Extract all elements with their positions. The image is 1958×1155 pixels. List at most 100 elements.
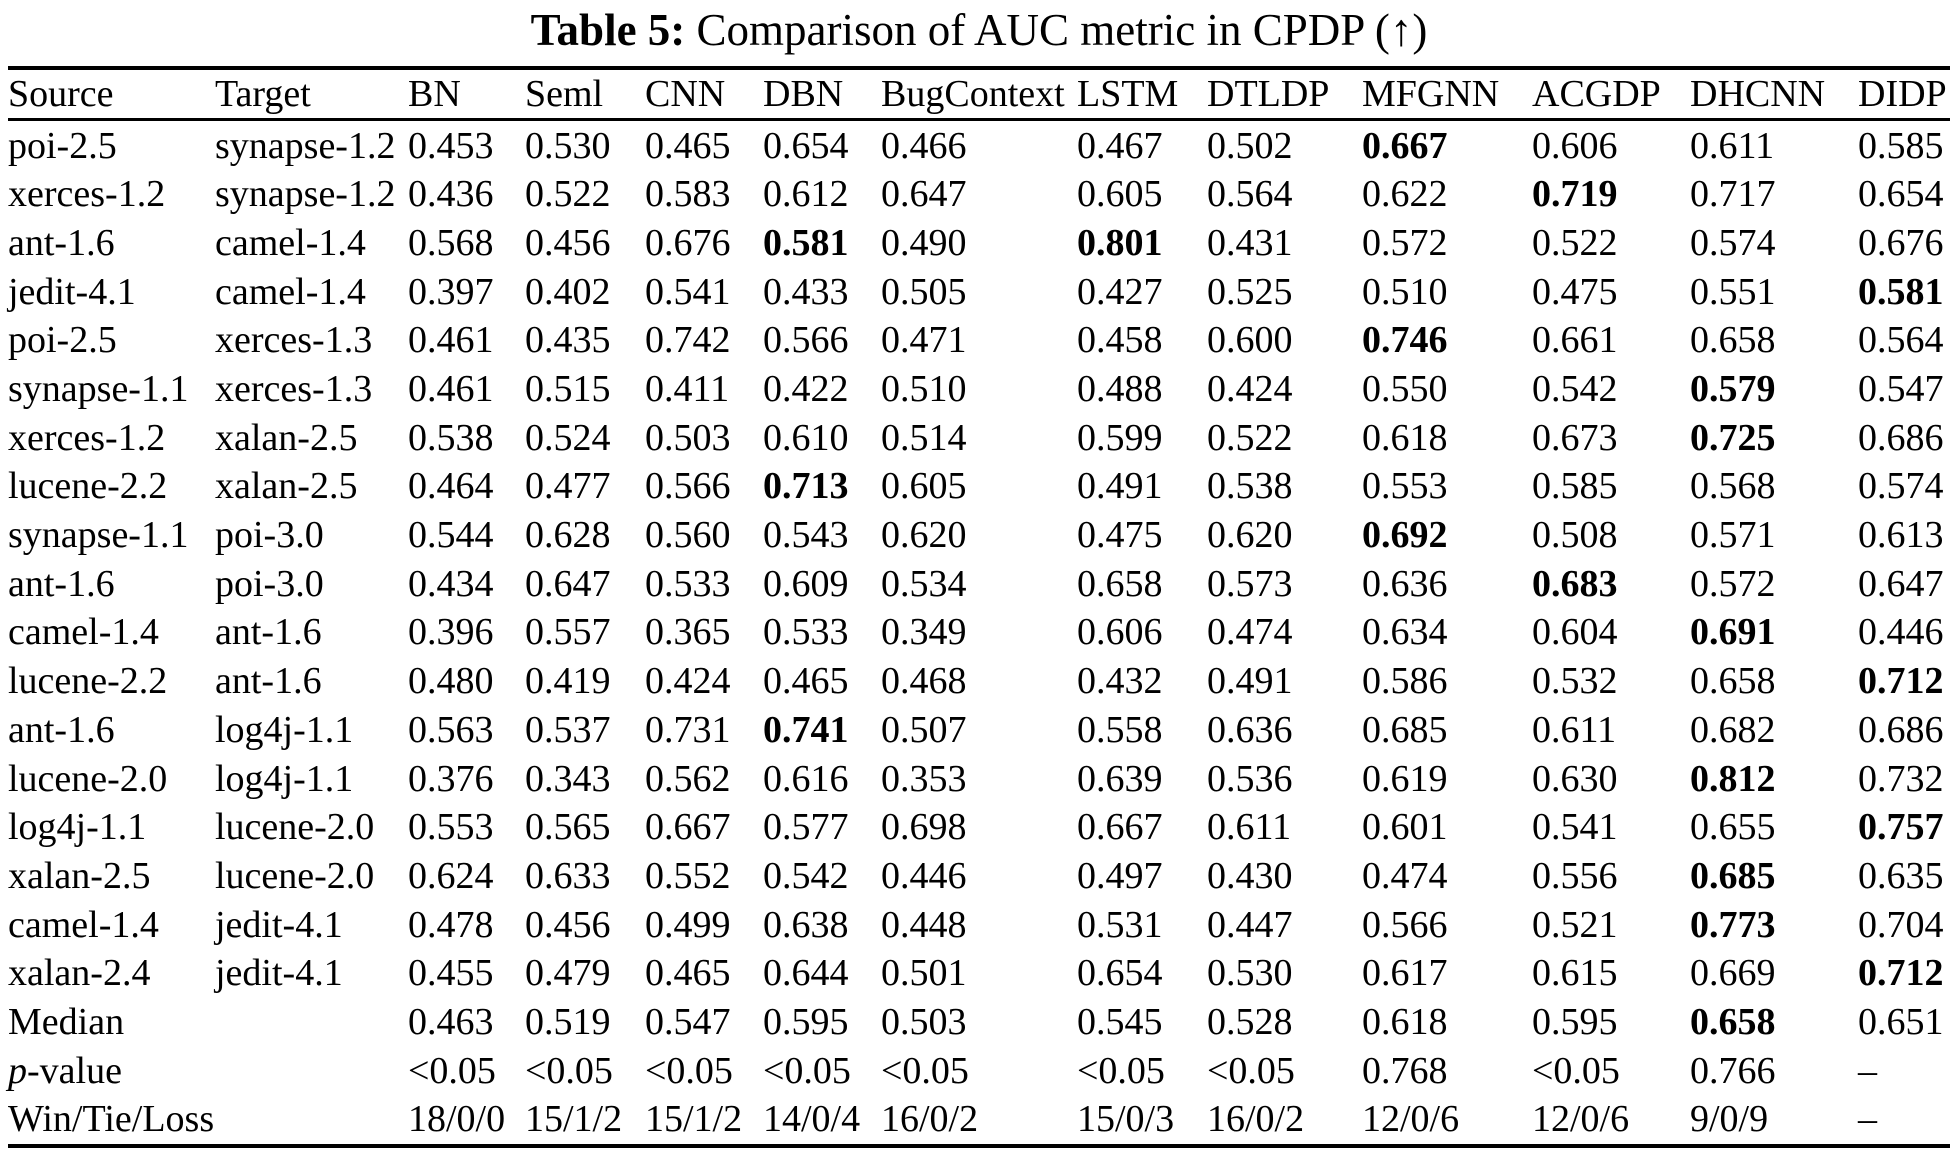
auc-value: 0.725: [1690, 416, 1776, 459]
table-header: Source Target BN Seml CNN DBN BugContext LSTM DT…: [8, 68, 1950, 122]
row-source-label: poi-2.5: [8, 124, 117, 167]
col-header-source: Source: [8, 68, 215, 122]
table-row: ant-1.6 log4j-1.1 0.563 0.537 0.731 0.741 0.50…: [8, 706, 1950, 755]
auc-value: 0.636: [1362, 562, 1448, 605]
row-source-label: Win/Tie/Loss: [8, 1098, 215, 1141]
auc-value: 0.579: [1690, 368, 1776, 411]
auc-value: 9/0/9: [1690, 1098, 1769, 1141]
auc-value: 0.397: [408, 270, 494, 313]
auc-value: 0.801: [1077, 221, 1163, 264]
auc-value: 0.635: [1858, 854, 1944, 897]
auc-value: 0.658: [1077, 562, 1163, 605]
auc-value: 0.685: [1362, 708, 1448, 751]
auc-value: 0.552: [645, 854, 731, 897]
auc-value: 0.773: [1690, 903, 1776, 946]
auc-value: 0.812: [1690, 757, 1776, 800]
auc-value: 0.522: [1207, 416, 1293, 459]
auc-value: 0.531: [1077, 903, 1163, 946]
auc-value: 0.521: [1532, 903, 1618, 946]
auc-value: 0.477: [525, 465, 611, 508]
row-target-label: ant-1.6: [215, 660, 322, 703]
auc-value: 0.562: [645, 757, 731, 800]
table-row: lucene-2.2 ant-1.6 0.480 0.419 0.424 0.465 0.4…: [8, 657, 1950, 706]
auc-value: 0.530: [525, 124, 611, 167]
auc-value: 0.435: [525, 319, 611, 362]
auc-value: 0.458: [1077, 319, 1163, 362]
auc-value: 0.436: [408, 173, 494, 216]
auc-value: 0.667: [1362, 124, 1448, 167]
auc-value: 0.661: [1532, 319, 1618, 362]
row-target-label: xerces-1.3: [215, 319, 373, 362]
auc-value: 0.475: [1077, 514, 1163, 557]
auc-value: 0.491: [1077, 465, 1163, 508]
auc-value: 0.553: [408, 806, 494, 849]
auc-value: 0.422: [763, 368, 849, 411]
auc-value: 0.455: [408, 952, 494, 995]
auc-value: 0.647: [1858, 562, 1944, 605]
table-row: Win/Tie/Loss 18/0/0 15/1/2 15/1/2 14/0/4 16/0…: [8, 1095, 1950, 1146]
auc-value: 0.547: [1858, 368, 1944, 411]
auc-value: 0.620: [1207, 514, 1293, 557]
table-row: poi-2.5 xerces-1.3 0.461 0.435 0.742 0.566 0.4…: [8, 316, 1950, 365]
auc-value: 0.446: [1858, 611, 1944, 654]
auc-value: 0.544: [408, 514, 494, 557]
table-caption-label: Table 5:: [530, 5, 686, 55]
auc-value: 0.396: [408, 611, 494, 654]
auc-value: 0.522: [1532, 221, 1618, 264]
auc-value: 0.704: [1858, 903, 1944, 946]
auc-value: 0.542: [763, 854, 849, 897]
auc-value: 0.474: [1207, 611, 1293, 654]
table-row: xalan-2.4 jedit-4.1 0.455 0.479 0.465 0.644 0.…: [8, 949, 1950, 998]
auc-value: 0.431: [1207, 221, 1293, 264]
auc-value: 0.557: [525, 611, 611, 654]
auc-value: 0.606: [1532, 124, 1618, 167]
auc-value: <0.05: [645, 1049, 733, 1092]
auc-value: 0.538: [1207, 465, 1293, 508]
auc-value: 0.365: [645, 611, 731, 654]
auc-value: 0.586: [1362, 660, 1448, 703]
auc-value: 14/0/4: [763, 1098, 861, 1141]
auc-value: 0.644: [763, 952, 849, 995]
auc-value: 0.766: [1690, 1049, 1776, 1092]
auc-value: 0.463: [408, 1000, 494, 1043]
auc-value: 0.497: [1077, 854, 1163, 897]
auc-value: 0.545: [1077, 1000, 1163, 1043]
auc-value: 0.611: [1532, 708, 1617, 751]
auc-value: 0.585: [1532, 465, 1618, 508]
auc-value: 0.618: [1362, 416, 1448, 459]
auc-value: 0.595: [1532, 1000, 1618, 1043]
table-row: Median 0.463 0.519 0.547 0.595 0.503 0.545 0.52…: [8, 998, 1950, 1047]
auc-value: 0.628: [525, 514, 611, 557]
row-source-label: log4j-1.1: [8, 806, 147, 849]
auc-value: 15/1/2: [525, 1098, 623, 1141]
row-target-label: poi-3.0: [215, 562, 324, 605]
auc-value: 16/0/2: [1207, 1098, 1305, 1141]
auc-value: 0.478: [408, 903, 494, 946]
auc-value: 0.622: [1362, 173, 1448, 216]
auc-value: 0.466: [881, 124, 967, 167]
auc-value: 0.654: [1077, 952, 1163, 995]
auc-value: 0.468: [881, 660, 967, 703]
auc-value: 0.630: [1532, 757, 1618, 800]
auc-value: 0.574: [1690, 221, 1776, 264]
row-source-label: ant-1.6: [8, 221, 115, 264]
auc-value: 0.563: [408, 708, 494, 751]
auc-value: 0.604: [1532, 611, 1618, 654]
auc-comparison-table: Source Target BN Seml CNN DBN BugContext LSTM DT…: [8, 66, 1950, 1148]
auc-value: 0.655: [1690, 806, 1776, 849]
auc-value: 0.574: [1858, 465, 1944, 508]
row-target-label: log4j-1.1: [215, 757, 354, 800]
auc-value: 0.467: [1077, 124, 1163, 167]
auc-value: 0.611: [1207, 806, 1292, 849]
auc-value: <0.05: [525, 1049, 613, 1092]
row-target-label: xerces-1.3: [215, 368, 373, 411]
auc-value: 0.542: [1532, 368, 1618, 411]
auc-value: 0.514: [881, 416, 967, 459]
row-target-label: jedit-4.1: [215, 952, 343, 995]
table-row: poi-2.5 synapse-1.2 0.453 0.530 0.465 0.654 0.…: [8, 120, 1950, 170]
auc-value: 0.564: [1858, 319, 1944, 362]
auc-value: 0.547: [645, 1000, 731, 1043]
auc-value: <0.05: [1207, 1049, 1295, 1092]
auc-value: 0.376: [408, 757, 494, 800]
